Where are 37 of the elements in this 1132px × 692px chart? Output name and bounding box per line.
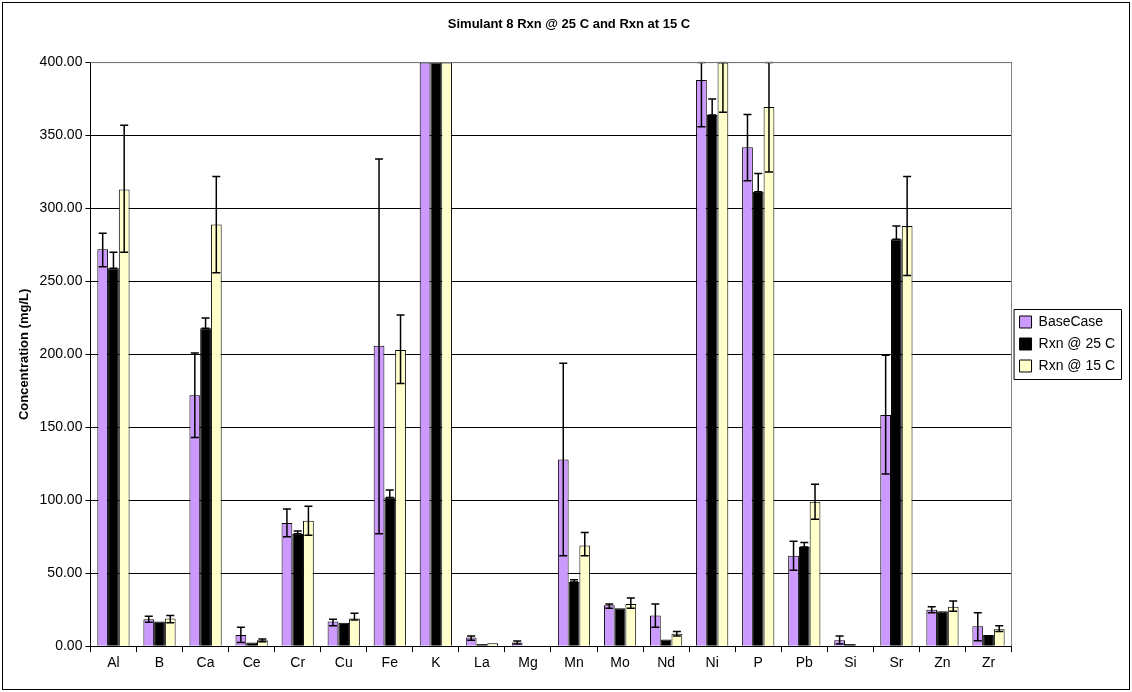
y-tick-label: 150.00: [39, 418, 83, 435]
x-tick-label: Si: [844, 654, 857, 671]
y-tick-label: 0.00: [55, 637, 83, 654]
bar: [614, 608, 626, 646]
legend-label: BaseCase: [1038, 312, 1104, 329]
x-tick-label: Sr: [889, 654, 904, 671]
x-tick-label: B: [154, 654, 165, 671]
bar: [568, 582, 580, 646]
x-tick-label: Al: [107, 654, 120, 671]
x-tick-label: Ca: [196, 654, 215, 671]
x-tick-label: La: [474, 654, 490, 671]
x-tick-label: Pb: [795, 654, 814, 671]
x-tick-label: Zr: [981, 654, 996, 671]
x-tick-label: Zn: [934, 654, 951, 671]
x-tick-label: Mo: [610, 654, 630, 671]
x-tick-label: Ni: [705, 654, 719, 671]
x-tick-label: P: [753, 654, 763, 671]
bar: [154, 621, 165, 646]
y-tick-label: 300.00: [39, 199, 83, 216]
x-tick-label: Mn: [564, 654, 584, 671]
x-tick-label: Cr: [290, 654, 306, 671]
y-tick-label: 400.00: [39, 53, 83, 70]
y-tick-label: 250.00: [39, 272, 83, 289]
x-tick-label: K: [431, 654, 442, 671]
x-tick-label: Fe: [381, 654, 399, 671]
y-tick-label: 100.00: [39, 491, 83, 508]
x-tick-label: Mg: [518, 654, 538, 671]
legend-label: Rxn @ 25 C: [1038, 334, 1116, 351]
x-tick-label: Cu: [334, 654, 353, 671]
legend-label: Rxn @ 15 C: [1038, 356, 1116, 373]
y-tick-label: 50.00: [47, 564, 83, 581]
y-axis-title: Concentration (mg/L): [16, 288, 32, 421]
x-tick-label: Ce: [242, 654, 261, 671]
y-tick-label: 200.00: [39, 345, 83, 362]
chart-title: Simulant 8 Rxn @ 25 C and Rxn at 15 C: [447, 16, 691, 32]
x-tick-label: Nd: [657, 654, 676, 671]
y-tick-label: 350.00: [39, 126, 83, 143]
